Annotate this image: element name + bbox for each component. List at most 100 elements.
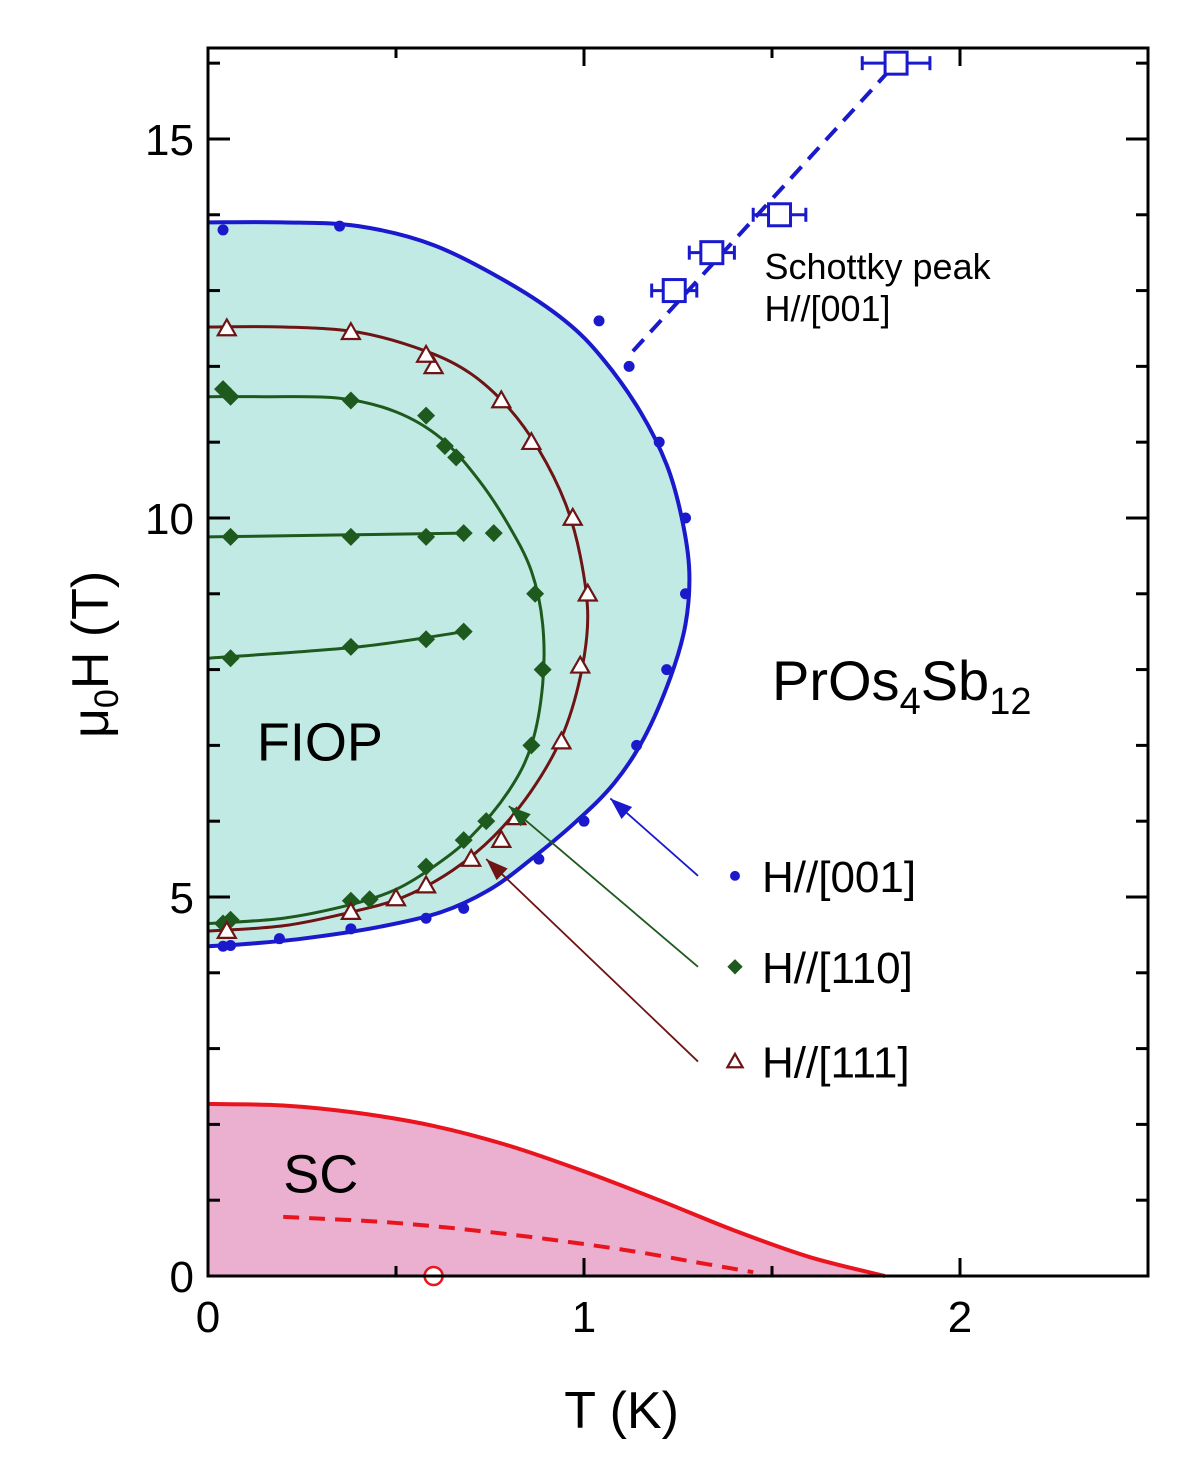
legend-arrow-head (508, 806, 531, 827)
point-111 (415, 343, 437, 363)
point-schottky (661, 278, 687, 304)
point-001 (458, 902, 470, 914)
schottky-dashed-line (631, 61, 898, 353)
y-tick-label: 0 (170, 1253, 194, 1302)
legend-arrows-layer (485, 797, 699, 1063)
point-111 (490, 828, 513, 848)
point-001 (661, 664, 673, 676)
point-110 (417, 527, 436, 546)
point-110 (484, 524, 503, 543)
point-111 (215, 919, 238, 939)
point-schottky (699, 240, 725, 266)
point-110 (417, 857, 436, 876)
point-schottky (883, 50, 909, 76)
legend-label: H//[110] (762, 944, 913, 993)
point-110 (526, 584, 545, 603)
point-001 (578, 815, 590, 827)
legend-marker (725, 1051, 745, 1069)
point-111 (550, 730, 573, 750)
point-110 (533, 660, 552, 679)
plot-frame (206, 46, 1150, 1278)
compound-sub1: 4 (900, 681, 921, 723)
legend-arrow-line (485, 858, 699, 1063)
point-001 (653, 436, 665, 448)
point-001 (631, 739, 643, 751)
x-axis-label: T (K) (564, 1382, 679, 1440)
point-001 (680, 588, 692, 600)
legend-label: H//[111] (762, 1039, 910, 1088)
sc-label: SC (283, 1145, 358, 1205)
point-111 (385, 887, 407, 907)
legend-marker (730, 870, 740, 881)
point-111 (460, 847, 483, 867)
point-110 (454, 622, 473, 641)
point-110 (477, 812, 496, 831)
point-schottky (767, 202, 793, 228)
point-110 (435, 436, 454, 455)
legend-arrow-head (486, 859, 508, 881)
point-110 (341, 527, 360, 546)
point-110 (221, 649, 240, 668)
compound-label: PrOs4Sb12 (772, 649, 1031, 723)
y-axis-label: μ0H (T) (62, 571, 126, 738)
y-tick-label: 5 (170, 874, 194, 923)
point-001 (217, 224, 229, 236)
point-111 (520, 430, 543, 451)
point-110 (454, 831, 473, 850)
point-111 (576, 582, 599, 602)
curve-110-main (207, 395, 546, 926)
curve-111 (207, 325, 590, 933)
fiop-label: FIOP (257, 713, 383, 773)
point-111 (561, 506, 584, 526)
point-001 (225, 940, 237, 952)
y-axis-label-mu: μ (62, 708, 120, 738)
y-tick-label: 15 (145, 116, 194, 165)
point-001 (623, 360, 635, 372)
legend-marker (727, 959, 743, 975)
legend-arrow-head (610, 798, 633, 820)
point-111 (490, 389, 513, 409)
compound-mid: Sb (921, 649, 990, 712)
curve-sc-dashed (283, 1214, 754, 1275)
point-110 (341, 391, 360, 410)
point-110 (447, 448, 466, 467)
point-110 (341, 637, 360, 656)
point-110 (417, 630, 436, 649)
x-tick-label: 0 (196, 1293, 220, 1342)
legend-arrow-line (508, 805, 699, 968)
point-110 (522, 736, 541, 755)
point-111 (415, 874, 437, 894)
point-111 (215, 317, 238, 337)
legend-label: H//[001] (762, 853, 916, 902)
point-001 (533, 853, 545, 865)
point-111 (339, 900, 362, 920)
schottky-annotation-line1: Schottky peak (764, 246, 991, 287)
point-111 (422, 355, 445, 375)
point-110 (360, 890, 379, 909)
y-axis-label-rest: H (T) (62, 571, 120, 689)
sc-region (208, 1103, 885, 1276)
point-110 (454, 524, 473, 543)
point-110 (214, 380, 233, 399)
point-001 (345, 923, 357, 935)
y-tick-label: 10 (145, 495, 194, 544)
x-tick-label: 2 (948, 1293, 972, 1342)
compound-sub2: 12 (989, 681, 1031, 723)
point-001 (334, 220, 346, 232)
fiop-region (208, 222, 690, 947)
schottky-annotation-line2: H//[001] (764, 288, 890, 329)
y-axis-label-subscript: 0 (88, 689, 126, 708)
point-001 (273, 933, 285, 945)
curve-sc (207, 1101, 886, 1278)
point-110 (417, 406, 436, 425)
markers-layer (214, 50, 932, 1287)
point-111 (339, 321, 362, 341)
point-001 (680, 512, 692, 524)
x-tick-label: 1 (572, 1293, 596, 1342)
point-110 (341, 891, 360, 910)
point-001 (420, 912, 432, 924)
point-111 (569, 654, 592, 674)
point-110 (221, 527, 240, 546)
